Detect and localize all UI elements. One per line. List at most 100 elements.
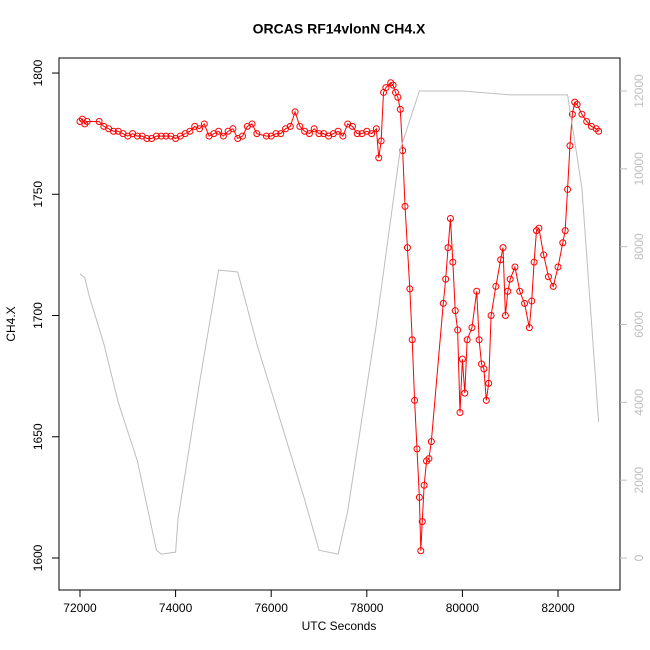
data-point [521,299,529,307]
data-point [382,84,390,92]
data-point [497,256,505,264]
data-point [451,307,459,315]
data-point [394,93,402,101]
data-point [573,101,581,109]
data-point [272,130,280,138]
y-tick-label: 1650 [31,423,45,450]
data-point [418,518,426,526]
data-point [423,457,431,465]
data-point [408,336,416,344]
data-point [525,324,533,332]
x-tick-label: 80000 [446,601,480,615]
data-point [81,120,89,128]
y2-tick-label: 4000 [632,389,646,416]
data-point [143,135,151,143]
data-point [420,481,428,489]
data-point [372,125,380,133]
data-point [413,445,421,453]
data-point [544,273,552,281]
data-point [152,132,160,140]
data-point [162,132,170,140]
y2-tick-label: 8000 [632,233,646,260]
data-point [296,122,304,130]
data-point [595,127,603,135]
data-point [305,130,313,138]
data-point [219,132,227,140]
y2-tick-label: 6000 [632,311,646,338]
data-point [499,244,507,252]
data-point [564,185,572,193]
y2-tick-label: 12000 [632,74,646,108]
data-point [353,130,361,138]
data-point [461,389,469,397]
data-point [568,110,576,118]
y-tick-label: 1800 [31,59,45,86]
data-point [291,108,299,116]
data-point [482,396,490,404]
data-point [458,355,466,363]
data-point [200,120,208,128]
chart-title: ORCAS RF14vlonN CH4.X [253,21,426,37]
data-point [83,118,91,126]
data-point [425,455,433,463]
data-point [468,324,476,332]
data-point [540,251,548,259]
data-point [403,244,411,252]
data-point [387,79,395,87]
data-point [444,244,452,252]
data-point [186,127,194,135]
data-point [239,132,247,140]
y-axis-title: CH4.X [4,306,18,341]
data-point [554,263,562,271]
data-point [133,132,141,140]
data-point [535,224,543,232]
y-tick-label: 1600 [31,544,45,571]
x-tick-label: 72000 [63,601,97,615]
data-point [389,81,397,89]
data-point [492,282,500,290]
plot-box [58,57,621,591]
data-point [530,258,538,266]
data-point [442,275,450,283]
data-point [248,120,256,128]
data-point [427,438,435,446]
data-point [511,263,519,271]
data-point [559,239,567,247]
x-tick-label: 78000 [350,601,384,615]
data-point [549,282,557,290]
data-point [463,336,471,344]
series-line [79,90,600,555]
y-tick-label: 1700 [31,302,45,329]
data-point [262,132,270,140]
data-point [566,142,574,150]
data-point [229,125,237,133]
data-point [377,137,385,145]
data-point [315,130,323,138]
data-point [571,98,579,106]
data-point [401,202,409,210]
data-point [348,122,356,130]
data-point [396,105,404,113]
data-point [339,132,347,140]
data-point [411,396,419,404]
data-point [310,125,318,133]
data-point [487,312,495,320]
y2-tick-label: 10000 [632,152,646,186]
data-point [368,130,376,138]
data-point [157,132,165,140]
data-point [277,130,285,138]
data-point [439,299,447,307]
data-point [532,227,540,235]
x-tick-label: 74000 [159,601,193,615]
data-point [485,379,493,387]
data-point [504,287,512,295]
data-point [516,287,524,295]
data-point [95,118,103,126]
data-point [473,287,481,295]
data-point [446,215,454,223]
data-point [475,336,483,344]
data-point [592,125,600,133]
data-point [528,297,536,305]
data-point [253,130,261,138]
